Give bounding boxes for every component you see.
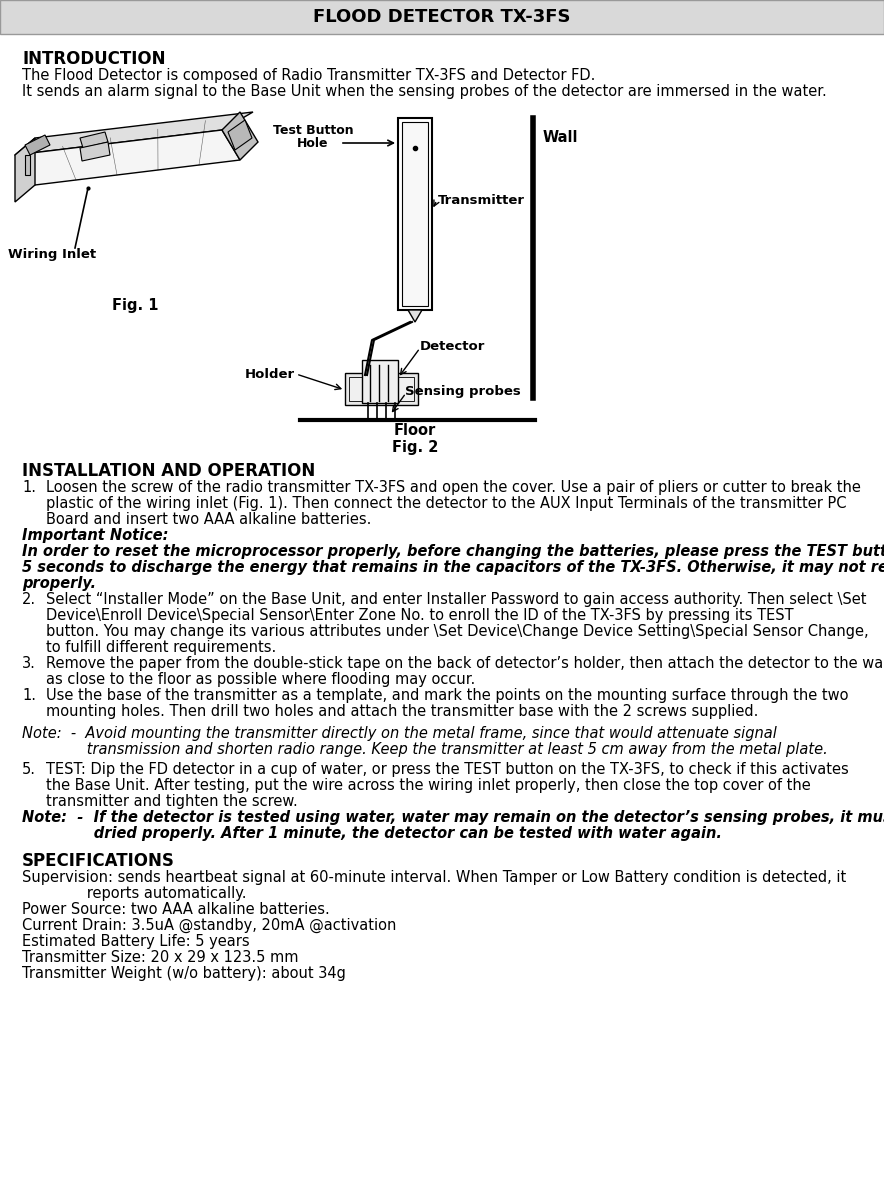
Text: Transmitter: Transmitter (438, 195, 525, 207)
Text: Important Notice:: Important Notice: (22, 528, 169, 543)
Text: plastic of the wiring inlet (Fig. 1). Then connect the detector to the AUX Input: plastic of the wiring inlet (Fig. 1). Th… (46, 496, 847, 510)
Text: Note:  -  If the detector is tested using water, water may remain on the detecto: Note: - If the detector is tested using … (22, 809, 884, 825)
Polygon shape (15, 112, 253, 155)
Text: INTRODUCTION: INTRODUCTION (22, 50, 165, 68)
Text: 1.: 1. (22, 688, 36, 703)
Text: the Base Unit. After testing, put the wire across the wiring inlet properly, the: the Base Unit. After testing, put the wi… (46, 778, 811, 793)
Text: dried properly. After 1 minute, the detector can be tested with water again.: dried properly. After 1 minute, the dete… (22, 826, 722, 841)
Text: Wiring Inlet: Wiring Inlet (8, 247, 96, 261)
Text: Detector: Detector (420, 340, 485, 353)
Polygon shape (15, 138, 35, 202)
Polygon shape (80, 132, 108, 148)
Text: Sensing probes: Sensing probes (405, 386, 521, 398)
Text: Select “Installer Mode” on the Base Unit, and enter Installer Password to gain a: Select “Installer Mode” on the Base Unit… (46, 592, 866, 607)
Text: 5 seconds to discharge the energy that remains in the capacitors of the TX-3FS. : 5 seconds to discharge the energy that r… (22, 560, 884, 575)
Text: Wall: Wall (543, 130, 578, 145)
Bar (0, 0, 884, 34)
Text: Transmitter Weight (w/o battery): about 34g: Transmitter Weight (w/o battery): about … (22, 966, 346, 981)
Text: mounting holes. Then drill two holes and attach the transmitter base with the 2 : mounting holes. Then drill two holes and… (46, 704, 758, 719)
Text: Fig. 1: Fig. 1 (111, 298, 158, 313)
Text: It sends an alarm signal to the Base Unit when the sensing probes of the detecto: It sends an alarm signal to the Base Uni… (22, 84, 827, 98)
Text: transmitter and tighten the screw.: transmitter and tighten the screw. (46, 794, 298, 809)
Text: 5.: 5. (22, 761, 36, 777)
Polygon shape (15, 130, 240, 185)
Text: transmission and shorten radio range. Keep the transmitter at least 5 cm away fr: transmission and shorten radio range. Ke… (22, 742, 827, 757)
Text: Loosen the screw of the radio transmitter TX-3FS and open the cover. Use a pair : Loosen the screw of the radio transmitte… (46, 480, 861, 495)
Text: Board and insert two AAA alkaline batteries.: Board and insert two AAA alkaline batter… (46, 512, 371, 527)
Polygon shape (408, 310, 422, 322)
Text: Holder: Holder (245, 368, 295, 381)
Polygon shape (80, 142, 110, 161)
Polygon shape (25, 155, 30, 175)
Text: Hole: Hole (297, 137, 329, 150)
Text: The Flood Detector is composed of Radio Transmitter TX-3FS and Detector FD.: The Flood Detector is composed of Radio … (22, 68, 596, 83)
Text: Fig. 2: Fig. 2 (392, 440, 438, 455)
Polygon shape (25, 135, 50, 155)
Text: Estimated Battery Life: 5 years: Estimated Battery Life: 5 years (22, 934, 249, 949)
Text: INSTALLATION AND OPERATION: INSTALLATION AND OPERATION (22, 462, 316, 480)
Text: Remove the paper from the double-stick tape on the back of detector’s holder, th: Remove the paper from the double-stick t… (46, 656, 884, 671)
Text: 1.: 1. (22, 480, 36, 495)
Text: Supervision: sends heartbeat signal at 60-minute interval. When Tamper or Low Ba: Supervision: sends heartbeat signal at 6… (22, 870, 846, 885)
Bar (362, 360, 398, 404)
Text: SPECIFICATIONS: SPECIFICATIONS (22, 852, 175, 870)
Text: properly.: properly. (22, 576, 96, 591)
Polygon shape (228, 120, 252, 150)
Text: 3.: 3. (22, 656, 36, 671)
Text: In order to reset the microprocessor properly, before changing the batteries, pl: In order to reset the microprocessor pro… (22, 544, 884, 558)
Text: Current Drain: 3.5uA @standby, 20mA @activation: Current Drain: 3.5uA @standby, 20mA @act… (22, 918, 396, 933)
Text: Transmitter Size: 20 x 29 x 123.5 mm: Transmitter Size: 20 x 29 x 123.5 mm (22, 950, 299, 964)
Text: button. You may change its various attributes under \Set Device\Change Device Se: button. You may change its various attri… (46, 625, 869, 639)
Text: Device\Enroll Device\Special Sensor\Enter Zone No. to enroll the ID of the TX-3F: Device\Enroll Device\Special Sensor\Ente… (46, 608, 794, 623)
Bar (398, 118, 432, 310)
Bar (402, 123, 428, 306)
Text: Use the base of the transmitter as a template, and mark the points on the mounti: Use the base of the transmitter as a tem… (46, 688, 849, 703)
Text: Test Button: Test Button (272, 124, 354, 137)
Text: Note:  -  Avoid mounting the transmitter directly on the metal frame, since that: Note: - Avoid mounting the transmitter d… (22, 725, 777, 741)
Bar (345, 374, 418, 405)
Polygon shape (222, 112, 258, 160)
Text: as close to the floor as possible where flooding may occur.: as close to the floor as possible where … (46, 673, 476, 687)
Text: Floor: Floor (394, 423, 436, 438)
Bar (349, 377, 414, 401)
Text: to fulfill different requirements.: to fulfill different requirements. (46, 640, 277, 655)
Text: TEST: Dip the FD detector in a cup of water, or press the TEST button on the TX-: TEST: Dip the FD detector in a cup of wa… (46, 761, 849, 777)
Text: FLOOD DETECTOR TX-3FS: FLOOD DETECTOR TX-3FS (313, 8, 571, 26)
Text: Power Source: two AAA alkaline batteries.: Power Source: two AAA alkaline batteries… (22, 902, 330, 918)
Text: reports automatically.: reports automatically. (22, 886, 247, 901)
Text: 2.: 2. (22, 592, 36, 607)
